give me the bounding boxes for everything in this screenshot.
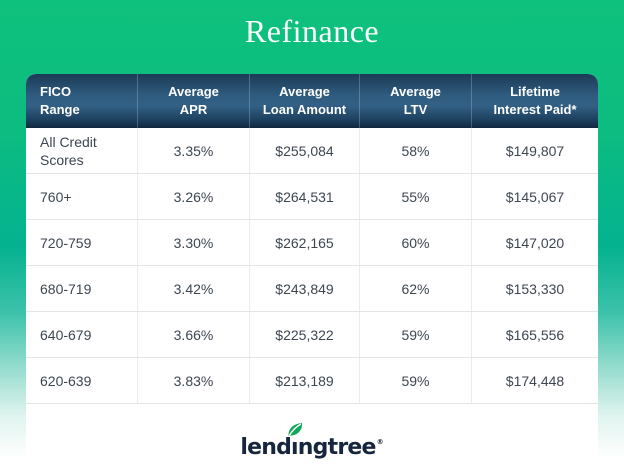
cell-average-ltv: 58% [360,128,472,173]
cell-average-apr: 3.35% [138,128,250,173]
logo-text-part1: lend [240,435,292,460]
header-line: APR [179,102,208,117]
cell-lifetime-interest-paid: $145,067 [505,188,565,205]
cell-fico-range: 760+ [26,174,138,219]
cell-average-ltv: 55% [360,174,472,219]
header-line: Average [390,84,441,99]
registered-trademark: ® [376,438,384,446]
cell-average-loan-amount: $213,189 [250,358,360,403]
cell-lifetime-interest-paid: $153,330 [505,280,565,297]
cell-average-apr: 3.66% [138,312,250,357]
header-line: Loan Amount [262,102,347,117]
column-header-average-apr: Average APR [138,74,250,128]
cell-fico-range: 680-719 [26,266,138,311]
cell-average-apr: 3.30% [138,220,250,265]
column-header-average-ltv: Average LTV [360,74,472,128]
logo-text-part2: ngtree [297,435,377,460]
header-line: Range [40,102,80,117]
header-line: Average [168,84,219,99]
cell-average-loan-amount: $255,084 [250,128,360,173]
refinance-table-card: FICO Range Average APR Average Loan Amou… [26,74,598,473]
cell-average-loan-amount: $262,165 [250,220,360,265]
logo-letter-i: ı [288,423,303,460]
page-title: Refinance [244,13,380,49]
cell-average-ltv: 59% [360,358,472,403]
cell-average-loan-amount: $225,322 [250,312,360,357]
table-row: 640-679 3.66% $225,322 59% $165,556 [26,312,598,358]
cell-average-ltv: 62% [360,266,472,311]
column-header-average-loan-amount: Average Loan Amount [250,74,360,128]
cell-average-ltv: 60% [360,220,472,265]
table-row: 720-759 3.30% $262,165 60% $147,020 [26,220,598,266]
table-row: All Credit Scores 3.35% $255,084 58% $14… [26,128,598,174]
header-line: Lifetime [510,84,560,99]
table-row: 620-639 3.83% $213,189 59% $174,448 [26,358,598,404]
table-row: 760+ 3.26% $264,531 55% $145,067 [26,174,598,220]
footer: lend ı ngtree ® [26,419,598,459]
cell-fico-range: 620-639 [26,358,138,403]
column-header-fico-range: FICO Range [26,74,138,128]
column-header-lifetime-interest-paid: Lifetime Interest Paid* [472,74,598,128]
header-line: LTV [403,102,428,117]
cell-lifetime-interest-paid: $149,807 [505,142,565,159]
cell-fico-range: 640-679 [26,312,138,357]
cell-average-apr: 3.26% [138,174,250,219]
cell-fico-range: 720-759 [26,220,138,265]
header-line: Interest Paid* [493,102,577,117]
cell-average-apr: 3.83% [138,358,250,403]
cell-average-loan-amount: $264,531 [250,174,360,219]
cell-fico-range: All Credit Scores [26,128,138,173]
cell-average-ltv: 59% [360,312,472,357]
cell-lifetime-interest-paid: $165,556 [505,326,565,343]
header-line: Average [279,84,330,99]
leaf-icon [288,423,303,436]
cell-lifetime-interest-paid: $174,448 [505,372,565,389]
cell-lifetime-interest-paid: $147,020 [505,234,565,251]
cell-average-loan-amount: $243,849 [250,266,360,311]
logo-dotless-i: ı [291,435,299,460]
header-line: FICO [40,84,72,99]
lendingtree-logo: lend ı ngtree ® [240,423,384,460]
cell-average-apr: 3.42% [138,266,250,311]
table-row: 680-719 3.42% $243,849 62% $153,330 [26,266,598,312]
table-header-row: FICO Range Average APR Average Loan Amou… [26,74,598,128]
